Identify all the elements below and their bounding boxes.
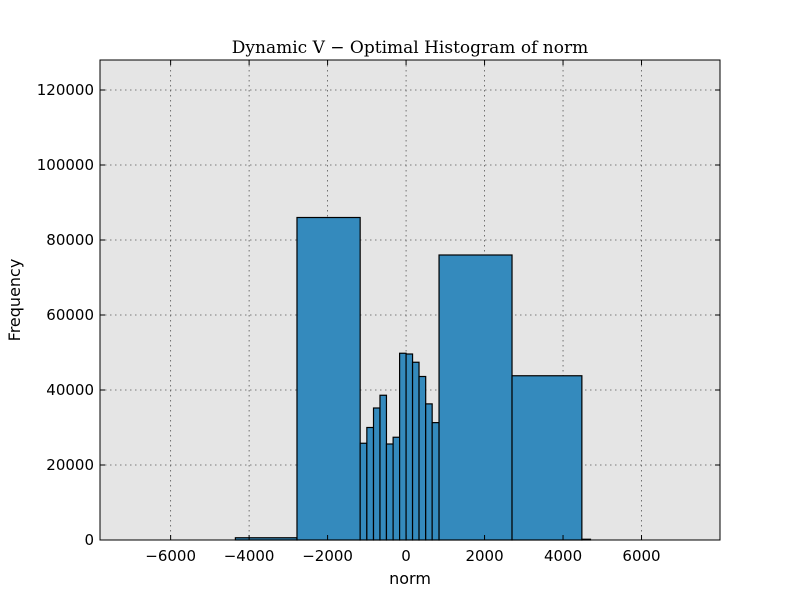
- x-tick-label: 4000: [544, 547, 582, 565]
- histogram-bar: [359, 442, 368, 541]
- x-tick-label: −6000: [145, 547, 196, 565]
- histogram-bar: [366, 426, 375, 541]
- x-axis-label: norm: [389, 569, 431, 588]
- x-tick-label: −4000: [224, 547, 275, 565]
- x-tick-label: −2000: [302, 547, 353, 565]
- histogram-bar: [372, 407, 381, 541]
- histogram-bar: [385, 443, 394, 541]
- y-axis-label: Frequency: [5, 259, 24, 342]
- y-tick-label: 60000: [46, 306, 94, 324]
- y-tick-label: 20000: [46, 456, 94, 474]
- axis-ticks: [100, 60, 720, 541]
- histogram-bar: [511, 375, 583, 541]
- x-tick-label: 6000: [622, 547, 660, 565]
- histogram-bar: [379, 394, 388, 541]
- y-tick-label: 0: [84, 531, 94, 549]
- histogram-bar: [392, 436, 401, 541]
- chart-title: Dynamic V − Optimal Histogram of norm: [232, 38, 588, 58]
- y-tick-label: 80000: [46, 231, 94, 249]
- histogram-bar: [418, 375, 427, 541]
- histogram-bar: [399, 352, 407, 541]
- x-tick-label: 0: [401, 547, 411, 565]
- histogram-bar: [425, 403, 433, 541]
- tick-labels: −6000 −4000 −2000 0 2000 4000 6000020000400006…: [37, 81, 661, 565]
- plot-frame: [99, 59, 721, 541]
- histogram-bar: [431, 422, 440, 541]
- histogram-bar: [296, 216, 361, 541]
- x-tick-label: 2000: [465, 547, 503, 565]
- histogram-bar: [411, 361, 420, 541]
- histogram-bar: [438, 254, 513, 541]
- y-tick-label: 100000: [37, 156, 94, 174]
- y-tick-label: 120000: [37, 81, 94, 99]
- histogram-bar: [405, 353, 414, 541]
- y-tick-label: 40000: [46, 381, 94, 399]
